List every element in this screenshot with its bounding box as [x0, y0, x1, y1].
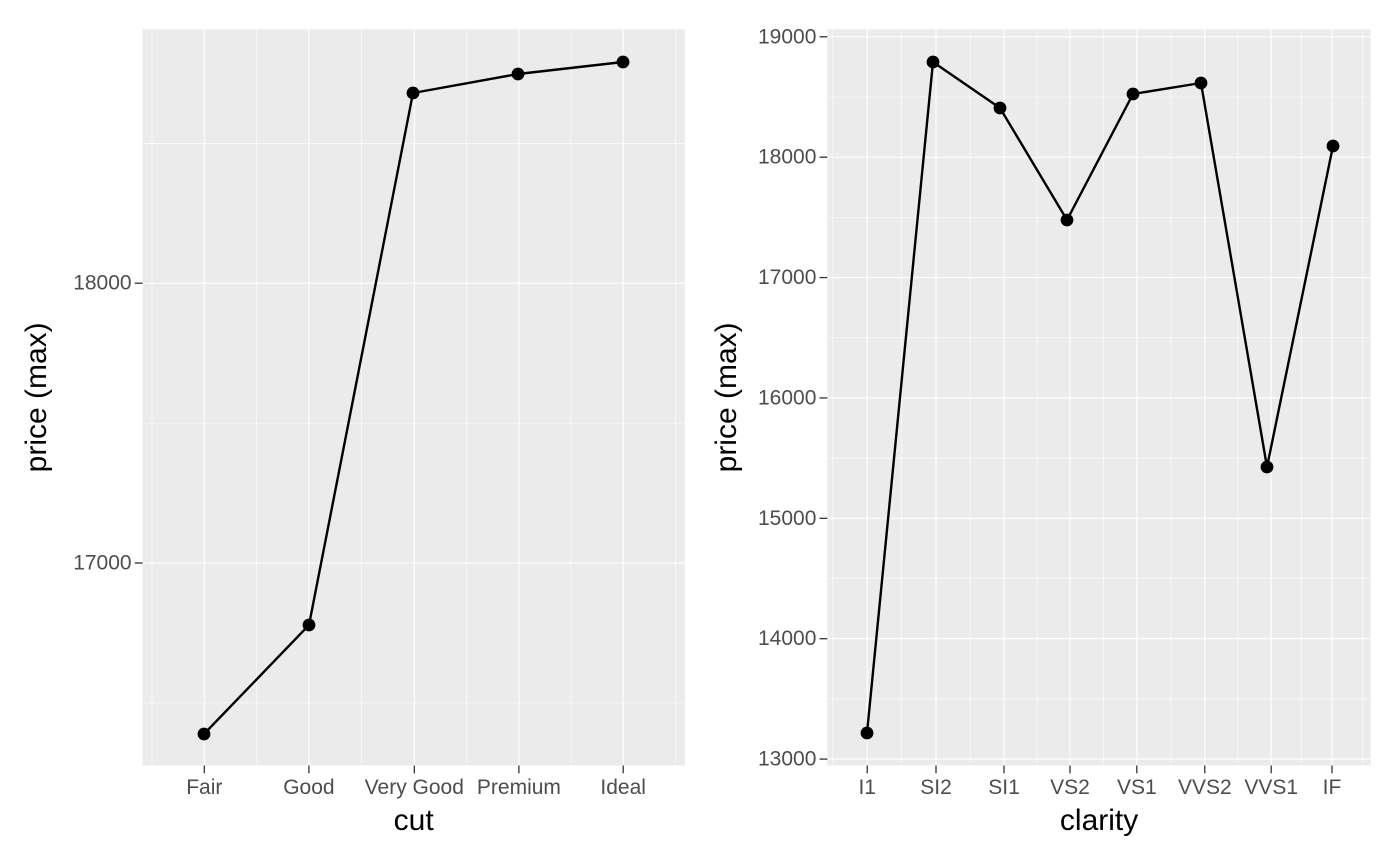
svg-text:18000: 18000 — [758, 146, 816, 169]
svg-text:price (max): price (max) — [710, 322, 743, 472]
svg-text:VS1: VS1 — [1117, 776, 1157, 799]
svg-text:VS2: VS2 — [1050, 776, 1090, 799]
svg-text:Good: Good — [283, 776, 334, 799]
svg-text:16000: 16000 — [758, 386, 816, 409]
svg-text:VVS1: VVS1 — [1244, 776, 1298, 799]
svg-text:clarity: clarity — [1060, 804, 1138, 837]
svg-text:IF: IF — [1323, 776, 1342, 799]
svg-text:17000: 17000 — [758, 266, 816, 289]
svg-text:17000: 17000 — [73, 552, 131, 575]
svg-text:cut: cut — [394, 804, 435, 837]
svg-text:price (max): price (max) — [20, 322, 53, 472]
svg-text:19000: 19000 — [758, 25, 816, 48]
svg-text:15000: 15000 — [758, 507, 816, 530]
svg-text:13000: 13000 — [758, 748, 816, 771]
svg-text:Fair: Fair — [186, 776, 222, 799]
svg-text:SI1: SI1 — [988, 776, 1020, 799]
svg-text:14000: 14000 — [758, 627, 816, 650]
svg-text:Very Good: Very Good — [365, 776, 464, 799]
svg-text:I1: I1 — [858, 776, 876, 799]
svg-text:SI2: SI2 — [920, 776, 952, 799]
svg-text:18000: 18000 — [73, 272, 131, 295]
svg-text:Premium: Premium — [477, 776, 561, 799]
svg-text:Ideal: Ideal — [600, 776, 646, 799]
svg-text:VVS2: VVS2 — [1178, 776, 1232, 799]
